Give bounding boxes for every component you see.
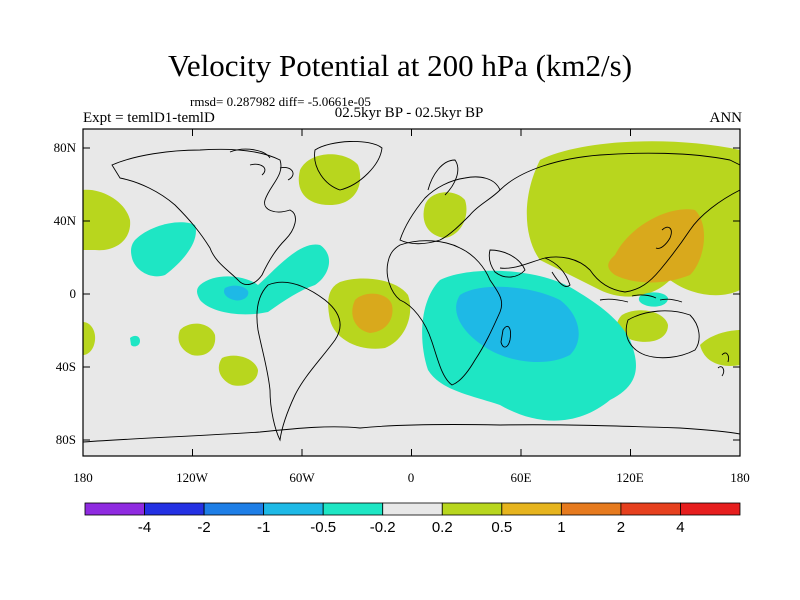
experiment-label: Expt = temlD1-temlD (83, 110, 215, 126)
lon-tick-label: 0 (407, 470, 415, 485)
lon-tick-label: 120W (176, 470, 208, 485)
map-title: Velocity Potential at 200 hPa (km2/s) (167, 48, 633, 83)
contour-positive-pacific-s (178, 323, 216, 356)
colorbar-swatch (84, 502, 145, 516)
contour-negative-mid-centralam (224, 285, 249, 301)
lon-tick-label: 60E (510, 470, 532, 485)
coastline-south-america (256, 281, 341, 442)
lat-tick-label: 80S (55, 432, 76, 447)
contour-negative-mid-indian (456, 286, 579, 363)
colorbar-swatch (382, 502, 443, 516)
season-label: ANN (709, 110, 743, 126)
lon-tick-label: 120E (616, 470, 644, 485)
coastlines (83, 140, 740, 443)
colorbar-swatch (263, 502, 324, 516)
colorbar-label: -4 (137, 519, 152, 536)
coastline-greenland (314, 140, 383, 191)
coastline-new-zealand (717, 352, 729, 377)
lat-tick-label: 80N (53, 140, 76, 155)
contour-positive-strong-asia (608, 209, 705, 283)
contour-positive-australia (617, 310, 668, 342)
coastline-australia (625, 310, 700, 359)
contour-positive-w-edge (83, 322, 96, 355)
axis-ticks (82, 129, 741, 456)
period-label: 02.5kyr BP - 02.5kyr BP (334, 105, 484, 121)
contour-positive-westpac (83, 189, 131, 251)
coastline-antarctica (83, 423, 740, 443)
colorbar-swatch (322, 502, 384, 516)
contour-positive-strong-atlantic (352, 293, 393, 333)
coastline-africa (386, 240, 503, 386)
colorbar-label: -0.2 (369, 519, 396, 536)
colorbar-swatch (203, 502, 265, 516)
lon-tick-label: 60W (289, 470, 315, 485)
colorbar-label: 1 (557, 519, 566, 536)
coastline-india (544, 257, 571, 287)
colorbar-label: 2 (616, 519, 626, 536)
contour-positive-arctic (298, 154, 361, 205)
colorbar-label: 0.5 (491, 519, 513, 536)
contour-negative-maritime (638, 292, 668, 307)
lat-tick-label: 40S (55, 359, 76, 374)
contour-fields (83, 141, 740, 421)
coastline-scandinavia (427, 159, 459, 196)
coastline-arctic-islands (229, 148, 294, 181)
contour-positive-se-pacific (700, 330, 740, 366)
stats-text: rmsd= 0.287982 diff= -5.0661e-05 (190, 94, 371, 109)
colorbar-swatch (501, 502, 562, 516)
contour-negative-npacific (131, 222, 196, 277)
contour-negative-small-pac (130, 335, 140, 347)
coastline-indonesia (599, 294, 683, 303)
colorbar-label: -2 (197, 519, 211, 536)
contour-positive-europe (423, 192, 467, 238)
colorbar-label: 0.2 (431, 519, 453, 536)
lat-tick-label: 0 (69, 286, 77, 301)
lon-tick-label: 180 (73, 470, 93, 485)
lat-tick-label: 40N (53, 213, 76, 228)
contour-positive-south-pac (218, 355, 258, 386)
coastline-arabia (488, 249, 526, 278)
colorbar-swatch (441, 502, 503, 516)
coastline-madagascar (500, 326, 511, 348)
colorbar-swatch (680, 502, 741, 516)
colorbar-label: -0.5 (310, 519, 337, 536)
coastline-japan (655, 226, 672, 249)
colorbar (84, 502, 741, 516)
colorbar-swatch (620, 502, 681, 516)
lon-tick-label: 180 (730, 470, 750, 485)
colorbar-swatch (560, 502, 622, 516)
colorbar-swatch (144, 502, 205, 516)
colorbar-label: -1 (256, 519, 271, 536)
coastline-north-america (111, 148, 296, 286)
colorbar-label: 4 (676, 519, 685, 536)
